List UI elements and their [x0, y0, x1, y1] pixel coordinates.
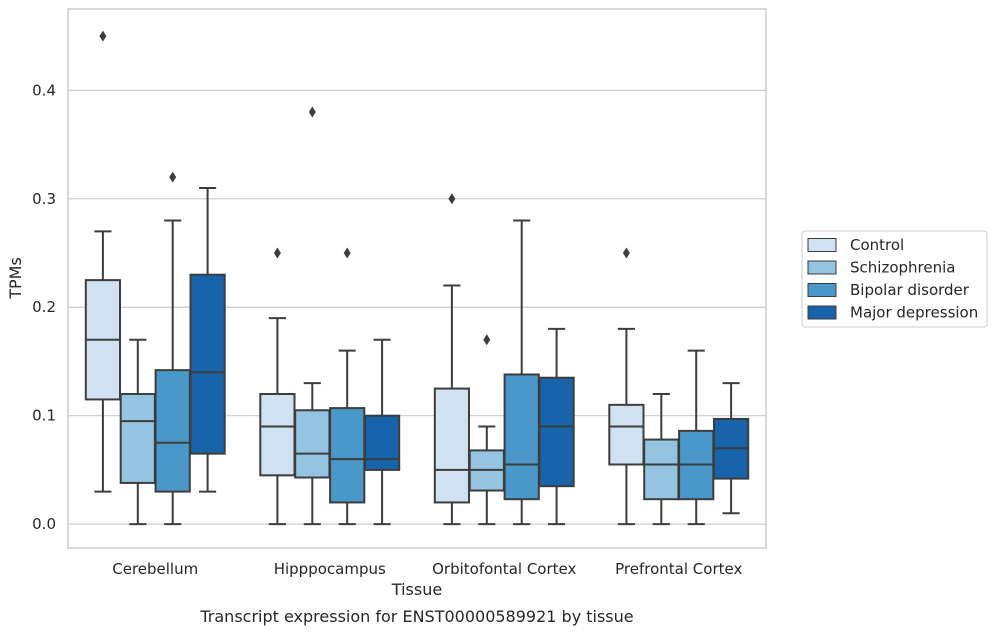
y-tick-label: 0.2: [32, 298, 56, 316]
legend-swatch: [807, 305, 837, 320]
boxes: [84, 30, 750, 526]
box-2-1: [468, 334, 505, 526]
iqr-box: [363, 414, 401, 471]
outlier-point: [343, 247, 351, 259]
outlier-point: [99, 30, 107, 42]
legend-label: Control: [850, 236, 904, 254]
iqr-box: [259, 393, 296, 477]
x-axis-ticks: Cerebellum Hipppocampus Orbitofontal Corte…: [112, 560, 742, 578]
box-0-1: [119, 338, 156, 526]
legend-swatch: [807, 260, 837, 275]
outlier-point: [622, 247, 630, 259]
legend-item: Major depression: [807, 304, 978, 322]
legend-item: Control: [807, 236, 904, 254]
x-tick-label: Orbitofontal Cortex: [432, 560, 576, 578]
box-2-3: [538, 327, 575, 526]
box-0-3: [189, 186, 226, 493]
iqr-box: [119, 393, 156, 484]
legend-item: Schizophrenia: [807, 259, 955, 277]
plot-area: [67, 8, 767, 549]
outlier-point: [483, 334, 491, 346]
x-tick-label: Cerebellum: [112, 560, 198, 578]
box-3-2: [678, 349, 715, 526]
iqr-box: [538, 376, 575, 488]
y-axis-label: TPMs: [6, 257, 25, 300]
box-2-2: [503, 219, 540, 526]
y-tick-label: 0.1: [32, 407, 56, 425]
box-1-0: [259, 247, 296, 526]
legend-frame: [801, 230, 988, 328]
iqr-box: [294, 409, 331, 479]
legend-label: Bipolar disorder: [850, 281, 970, 299]
outlier-point: [308, 106, 316, 118]
iqr-box: [643, 438, 680, 501]
legend: Control Schizophrenia Bipolar disorder Majo…: [801, 230, 988, 328]
y-tick-label: 0.4: [32, 81, 56, 99]
iqr-box: [433, 387, 471, 504]
iqr-box: [608, 403, 645, 466]
iqr-box: [503, 373, 540, 501]
iqr-box: [154, 369, 191, 493]
outlier-point: [448, 193, 456, 205]
box-1-1: [294, 106, 331, 526]
y-axis-ticks: 0.0 0.1 0.2 0.3 0.4: [32, 81, 56, 533]
y-tick-label: 0.3: [32, 190, 56, 208]
box-3-1: [643, 393, 680, 526]
legend-swatch: [807, 283, 837, 297]
x-tick-label: Prefrontal Cortex: [615, 560, 742, 578]
iqr-box: [329, 407, 366, 504]
box-0-2: [154, 171, 191, 526]
box-3-3: [712, 382, 750, 515]
box-0-0: [84, 30, 122, 493]
box-1-2: [329, 247, 366, 526]
box-1-3: [363, 338, 401, 526]
legend-label: Major depression: [850, 304, 978, 322]
outlier-point: [169, 171, 177, 183]
chart-caption: Transcript expression for ENST0000058992…: [199, 607, 633, 626]
outlier-point: [273, 247, 281, 259]
legend-item: Bipolar disorder: [807, 281, 970, 299]
box-3-0: [608, 247, 645, 526]
legend-items: Control Schizophrenia Bipolar disorder Majo…: [807, 236, 978, 322]
box-2-0: [433, 193, 471, 526]
y-tick-label: 0.0: [32, 515, 56, 533]
legend-label: Schizophrenia: [850, 259, 955, 277]
x-axis-label: Tissue: [391, 580, 442, 599]
iqr-box: [189, 273, 226, 455]
legend-swatch: [807, 238, 837, 252]
x-tick-label: Hipppocampus: [274, 560, 386, 578]
